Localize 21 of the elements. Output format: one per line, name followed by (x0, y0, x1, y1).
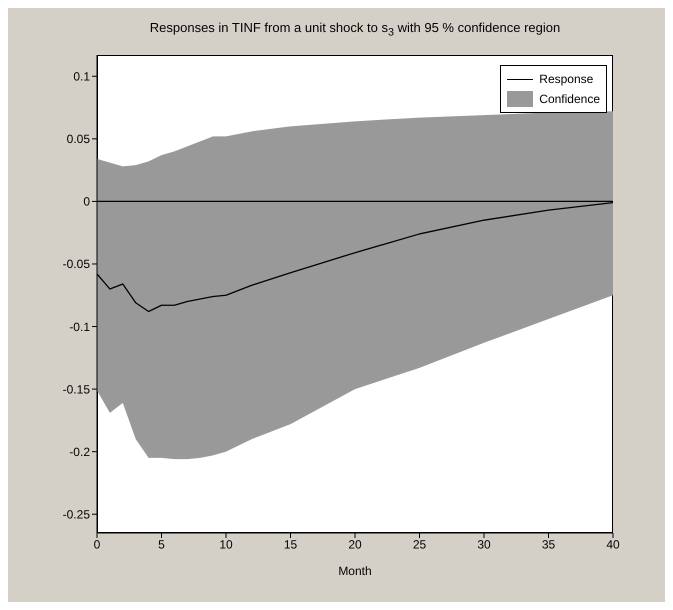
y-tick-label: 0.1 (73, 70, 90, 84)
y-tick-label: -0.15 (62, 382, 90, 396)
x-tick-label: 15 (284, 538, 298, 552)
y-tick-label: -0.1 (69, 320, 90, 334)
x-tick-label: 10 (219, 538, 233, 552)
y-tick-label: -0.2 (69, 444, 90, 459)
chart-title: Responses in TINF from a unit shock to s$_{3}$ with 95 % confidence region (148, 20, 562, 39)
x-tick-label: 30 (477, 538, 491, 552)
legend-label: Response (539, 71, 594, 88)
x-tick-label: 35 (542, 538, 556, 552)
y-tick-label: -0.05 (62, 257, 90, 272)
y-tick-label: -0.25 (62, 507, 90, 522)
x-tick-label: 25 (412, 538, 426, 552)
y-tick-label: 0 (83, 194, 90, 209)
annotation: Confidence (539, 91, 600, 108)
x-tick-label: 40 (606, 538, 620, 552)
y-tick-label: 0.05 (66, 132, 90, 146)
x-tick-label: 20 (348, 538, 362, 552)
x-tick-label: 0 (94, 538, 101, 552)
x-tick-label: 5 (158, 538, 166, 552)
x-axis-title: Month (338, 564, 372, 578)
